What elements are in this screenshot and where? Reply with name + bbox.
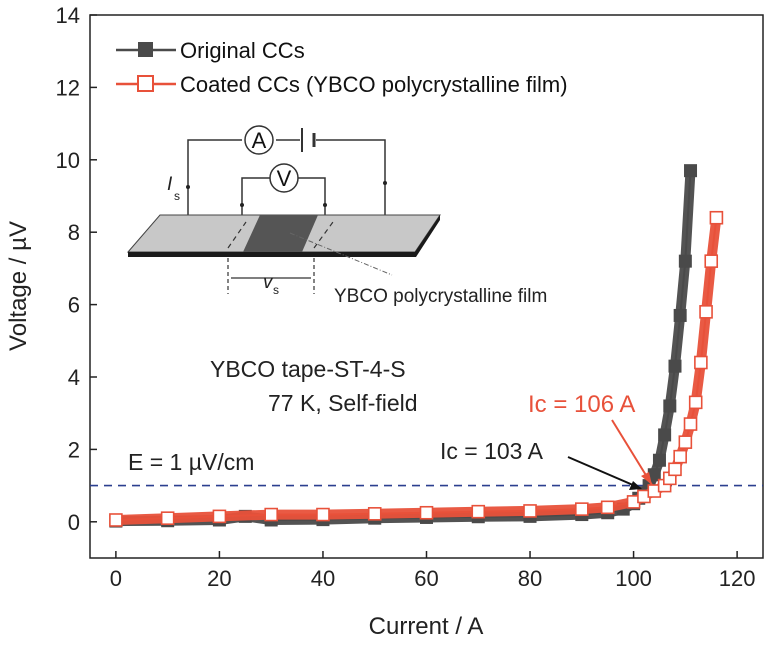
data-point-coated (699, 305, 713, 319)
x-tick-label: 120 (719, 566, 756, 591)
x-axis-label: Current / A (369, 613, 484, 640)
film-leader (289, 232, 393, 276)
data-point-coated (678, 435, 693, 449)
x-tick-label: 100 (615, 566, 652, 591)
y-tick-label: 6 (68, 293, 80, 318)
x-tick-label: 40 (311, 566, 335, 591)
y-tick-label: 14 (56, 3, 80, 28)
data-point-original (684, 164, 698, 178)
y-tick-label: 8 (68, 220, 80, 245)
inset-current-wire (187, 139, 242, 222)
legend-marker-original (138, 42, 153, 57)
ic-original-arrow (567, 456, 641, 489)
data-point-coated (212, 509, 227, 524)
inset-voltage-wire-left (241, 177, 270, 228)
data-point-coated (600, 500, 615, 515)
ic-original-arrowhead (629, 481, 642, 490)
data-point-coated (160, 511, 175, 525)
inset-current-subscript: s (174, 189, 180, 203)
data-point-coated (109, 513, 123, 527)
sample-label: YBCO tape-ST-4-S (210, 356, 406, 382)
y-tick-label: 10 (56, 148, 80, 173)
voltmeter-icon (269, 163, 299, 193)
ic-coated-arrowhead (641, 472, 652, 485)
contact-dot-3 (240, 203, 244, 207)
data-point-coated (704, 254, 719, 268)
data-point-coated (683, 417, 698, 431)
x-tick-label: 80 (518, 566, 542, 591)
ic-coated-label: Ic = 106 A (528, 391, 635, 418)
data-point-coated (709, 210, 724, 225)
inset-voltage-symbol: v (263, 272, 274, 293)
data-point-original (678, 254, 692, 268)
contact-dot-2 (383, 181, 387, 185)
data-point-coated (523, 504, 537, 518)
data-point-original (658, 428, 672, 442)
contact-dot-1 (186, 185, 190, 189)
ybco-film-patch (243, 215, 318, 252)
x-axis-ticks: 0 20 40 60 80 100 120 (110, 551, 756, 591)
data-point-coated (419, 505, 434, 520)
x-tick-label: 20 (207, 566, 231, 591)
data-point-coated (575, 502, 589, 516)
data-point-original (673, 308, 687, 322)
data-point-coated (367, 507, 382, 521)
y-tick-label: 0 (68, 510, 80, 535)
y-tick-label: 4 (68, 365, 80, 390)
x-tick-label: 60 (414, 566, 438, 591)
legend-marker-coated (137, 75, 154, 92)
data-point-coated (471, 504, 486, 519)
legend-label-coated: Coated CCs (YBCO polycrystalline film) (180, 72, 568, 97)
inset-voltage-subscript: s (273, 283, 279, 297)
data-point-coated (688, 395, 703, 410)
tape-edge (128, 215, 440, 257)
legend: Original CCs Coated CCs (YBCO polycrysta… (116, 38, 568, 97)
y-tick-label: 12 (56, 75, 80, 100)
ammeter-label: A (252, 128, 267, 153)
y-axis-ticks: 0 2 4 6 8 10 12 14 (56, 3, 97, 535)
conditions-label: 77 K, Self-field (268, 390, 418, 416)
voltmeter-label: V (277, 166, 292, 191)
inset-voltage-wire-right (298, 177, 326, 228)
y-axis-label: Voltage / µV (5, 221, 32, 351)
inset-current-symbol: I (167, 174, 173, 195)
y-tick-label: 2 (68, 437, 80, 462)
data-point-coated (694, 355, 708, 370)
contact-dot-4 (323, 203, 327, 207)
inset-schematic: A V I s v s YBCO polycrystalline film (126, 125, 547, 307)
inset-film-label: YBCO polycrystalline film (334, 286, 547, 307)
x-tick-label: 0 (110, 566, 122, 591)
data-point-original (652, 453, 666, 467)
data-point-coated (264, 507, 278, 522)
data-point-original (668, 359, 682, 373)
inset-current-wire-battery (316, 139, 386, 228)
data-point-coated (673, 449, 687, 464)
ic-original-label: Ic = 103 A (440, 438, 544, 464)
criterion-label: E = 1 µV/cm (128, 449, 254, 475)
series-layer (109, 164, 724, 528)
data-point-coated (668, 462, 682, 477)
ammeter-icon (244, 125, 274, 155)
legend-label-original: Original CCs (180, 38, 305, 63)
data-point-original (663, 399, 677, 413)
data-point-coated (316, 507, 330, 522)
